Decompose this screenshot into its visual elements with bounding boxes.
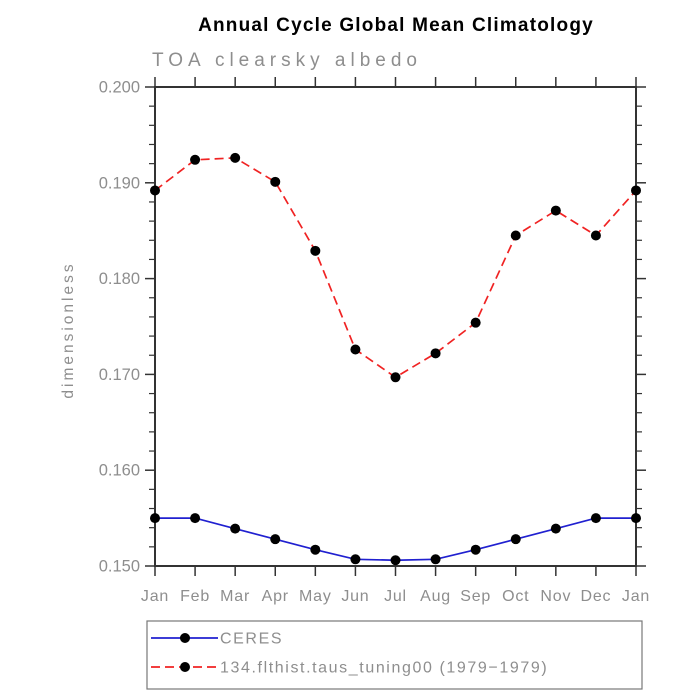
legend-marker-dot	[180, 633, 190, 643]
x-tick-label: Jul	[384, 588, 407, 605]
data-point-marker	[270, 176, 281, 187]
data-point-marker	[590, 230, 601, 241]
x-tick-label: Apr	[262, 588, 289, 605]
chart-subtitle: TOA clearsky albedo	[152, 50, 422, 71]
data-point-marker	[350, 344, 361, 355]
data-point-marker	[350, 554, 361, 565]
data-point-marker	[230, 152, 241, 163]
y-tick-label: 0.180	[99, 270, 140, 288]
chart-title: Annual Cycle Global Mean Climatology	[198, 15, 594, 36]
data-point-marker	[230, 523, 241, 534]
data-point-marker	[270, 534, 281, 545]
data-point-marker	[470, 317, 481, 328]
x-tick-label: Mar	[220, 588, 250, 605]
plot-frame	[154, 86, 637, 567]
data-point-marker	[430, 348, 441, 359]
y-tick-label: 0.160	[99, 462, 140, 480]
legend-label: CERES	[220, 631, 283, 648]
data-point-marker	[150, 185, 160, 196]
x-tick-label: Jan	[141, 588, 169, 605]
legend-box	[146, 620, 643, 690]
data-point-marker	[310, 544, 321, 555]
data-point-marker	[631, 513, 641, 524]
y-tick-label: 0.150	[99, 558, 140, 576]
legend-label: 134.flthist.taus_tuning00 (1979−1979)	[220, 660, 548, 677]
data-point-marker	[550, 205, 561, 216]
x-tick-label: Jan	[622, 588, 650, 605]
legend: CERES 134.flthist.taus_tuning00 (1979−197…	[146, 620, 643, 690]
x-tick-label: Jun	[341, 588, 369, 605]
x-tick-label: Oct	[502, 588, 529, 605]
data-point-marker	[510, 534, 521, 545]
x-tick-label: Sep	[460, 588, 491, 605]
data-point-marker	[390, 372, 401, 383]
series-line-ceres	[155, 517, 636, 562]
data-point-marker	[470, 544, 481, 555]
data-point-marker	[631, 185, 641, 196]
x-tick-label: Dec	[580, 588, 611, 605]
data-point-marker	[510, 230, 521, 241]
y-tick-label: 0.200	[99, 79, 140, 97]
y-axis-label: dimensionless	[60, 261, 77, 398]
legend-marker-dot	[180, 662, 190, 672]
data-point-marker	[430, 554, 441, 565]
data-point-marker	[190, 513, 201, 524]
y-tick-label: 0.170	[99, 366, 140, 384]
x-tick-label: Feb	[180, 588, 210, 605]
x-tick-label: May	[299, 588, 332, 605]
data-point-marker	[590, 513, 601, 524]
data-point-marker	[190, 154, 201, 165]
data-point-marker	[390, 555, 401, 566]
x-tick-label: Nov	[540, 588, 571, 605]
data-point-marker	[550, 523, 561, 534]
series-line-model	[154, 157, 637, 379]
x-tick-label: Aug	[420, 588, 451, 605]
plot-area: Jan Feb Mar Apr May Jun Jul Aug Sep Oct Nov Dec Jan0…	[99, 77, 650, 605]
data-point-marker	[310, 245, 321, 256]
data-point-marker	[150, 513, 160, 524]
y-tick-label: 0.190	[99, 174, 140, 192]
